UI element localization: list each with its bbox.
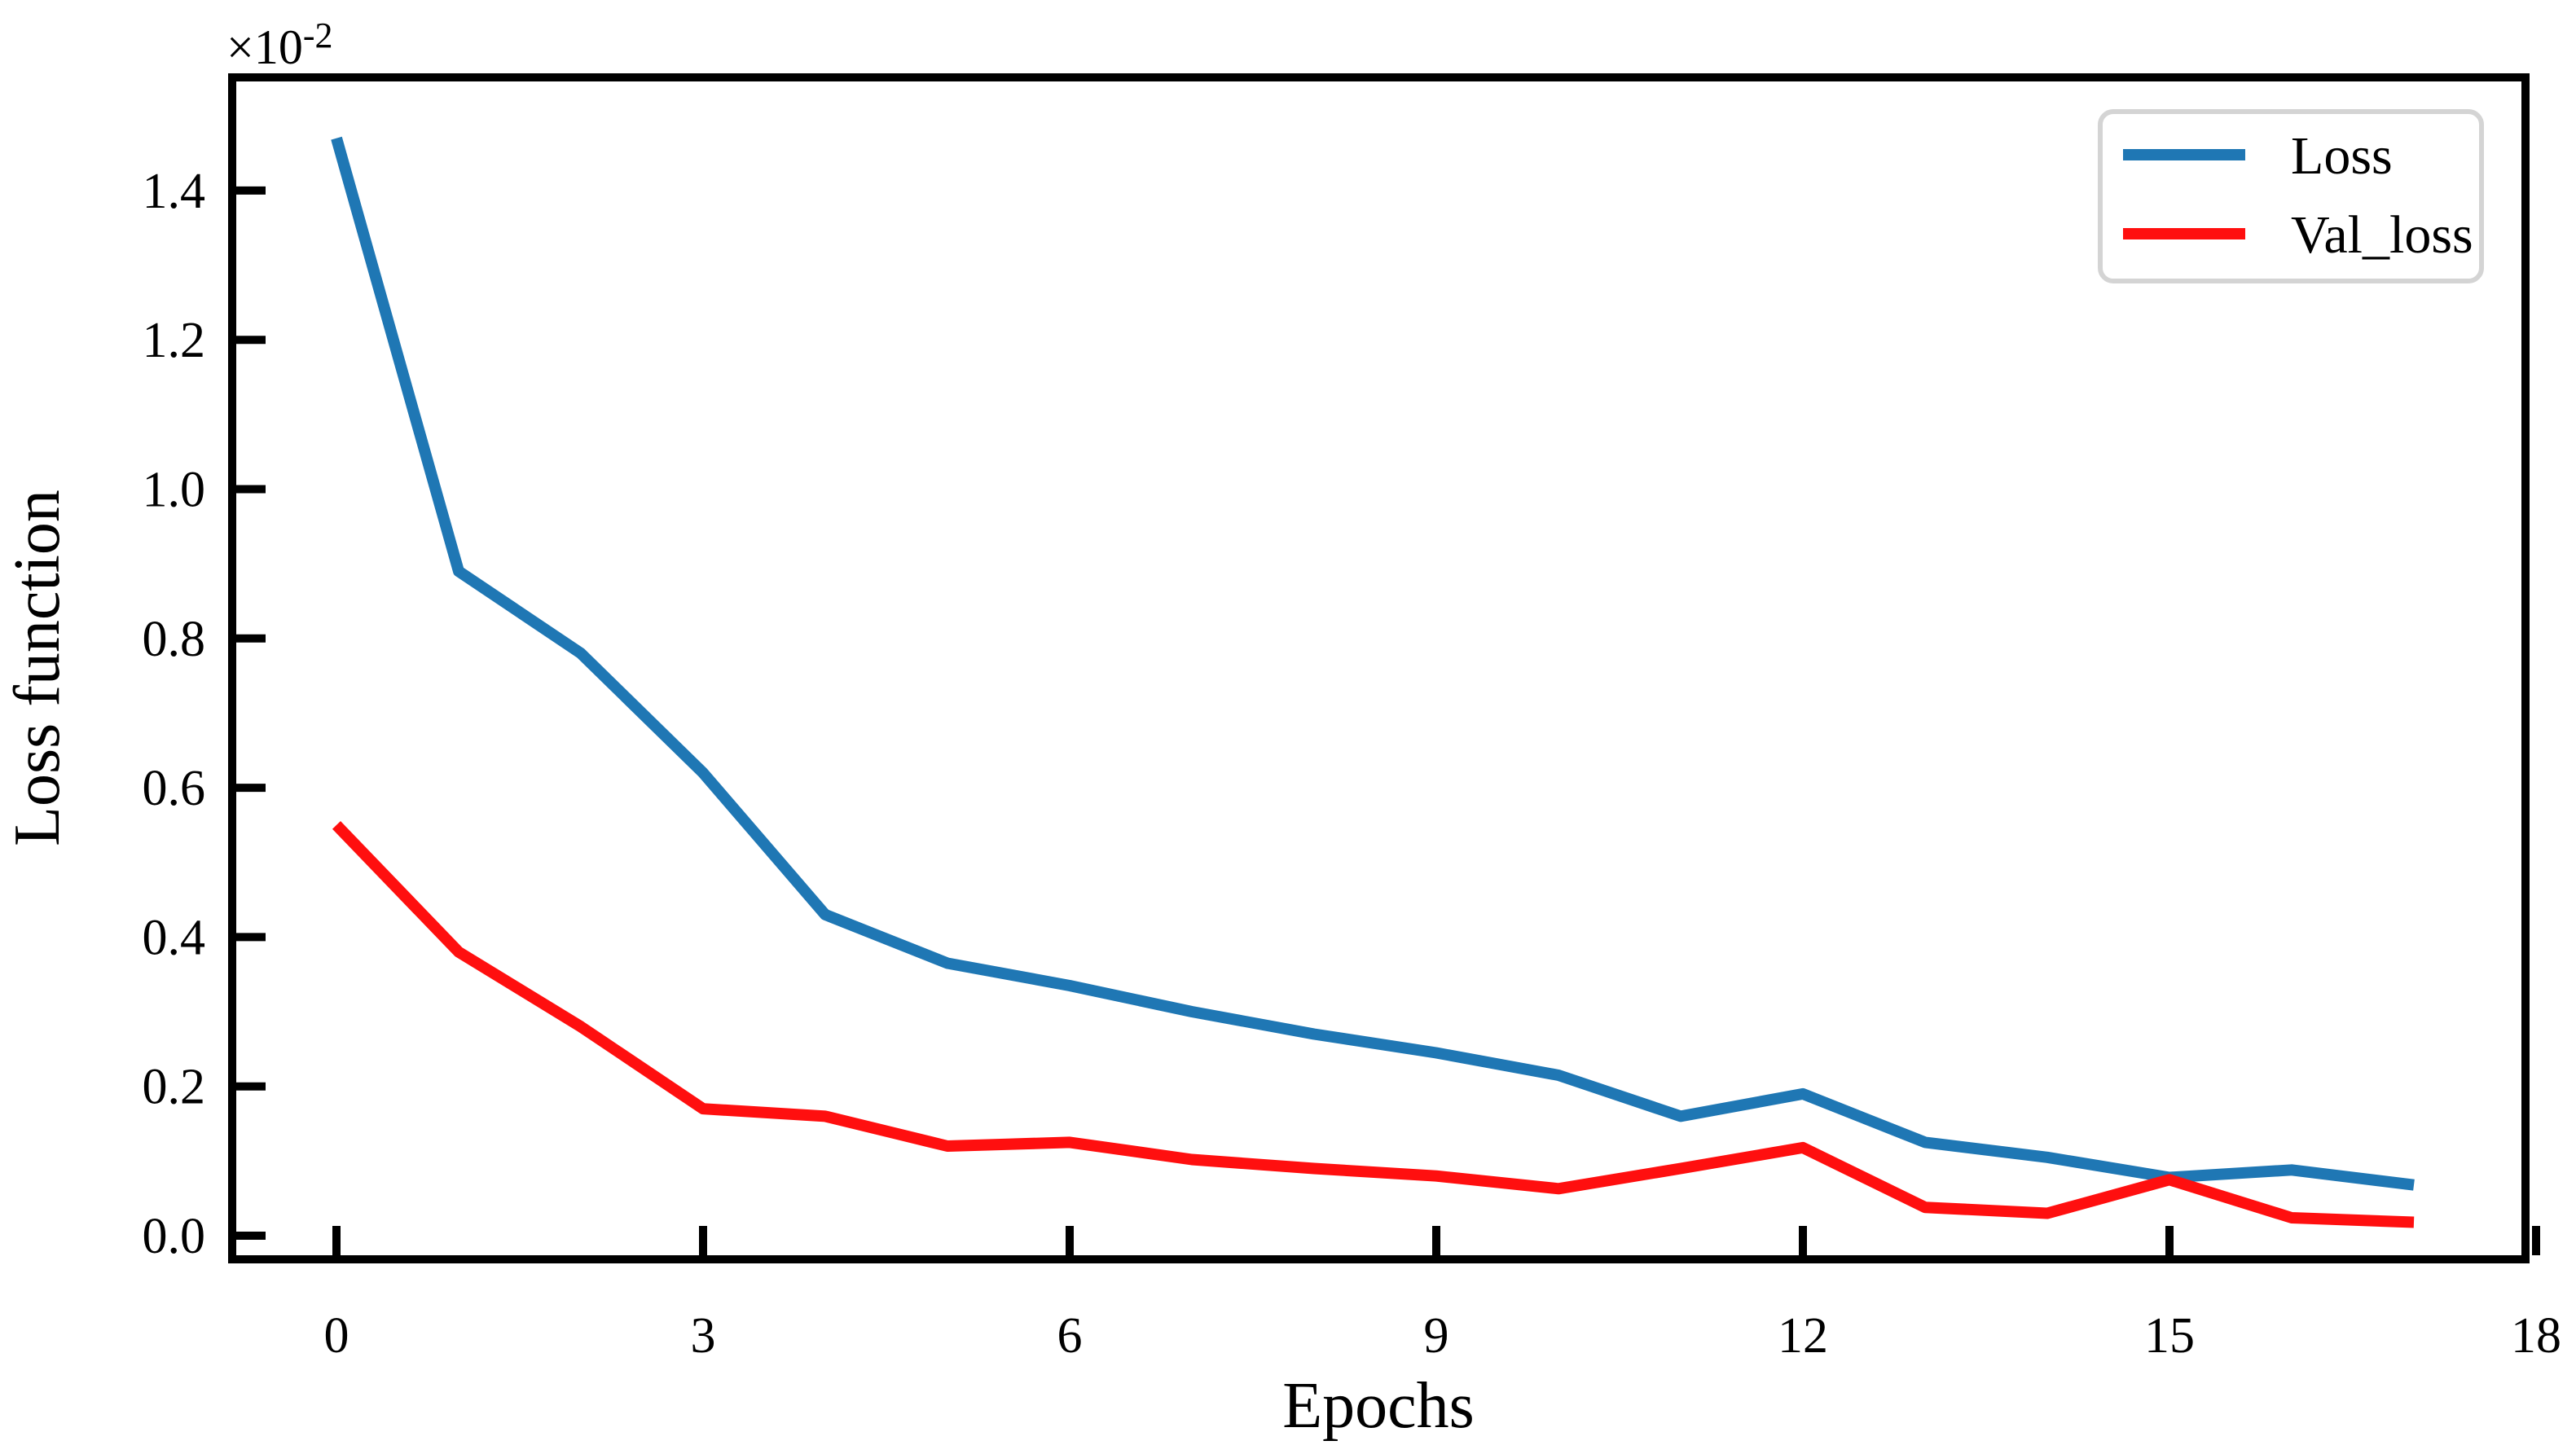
x-tick-label: 15: [2144, 1308, 2195, 1364]
offset-base: ×10: [226, 20, 303, 74]
y-tick-label: 0.0: [143, 1209, 206, 1264]
legend-loss-label: Loss: [2291, 126, 2393, 186]
x-tick-label: 12: [1778, 1308, 1828, 1364]
x-tick-label: 6: [1057, 1308, 1083, 1364]
plot-border: [228, 73, 2530, 1263]
x-tick-label: 0: [324, 1308, 349, 1364]
offset-exponent: -2: [303, 15, 333, 55]
loss-line: [331, 136, 2415, 1191]
y-tick-label: 0.6: [143, 761, 206, 816]
data-lines: [331, 136, 2415, 1228]
y-axis-label: Loss function: [2, 490, 73, 846]
val-loss-line: [332, 821, 2415, 1228]
x-tick-label: 9: [1424, 1308, 1449, 1364]
legend-val-loss-label: Val_loss: [2291, 205, 2473, 265]
y-tick-label: 1.0: [143, 463, 206, 518]
x-tick-label: 3: [691, 1308, 716, 1364]
legend: Loss Val_loss: [2098, 109, 2484, 283]
axis-ticks: 0 3 6 9 12 15 18 0.0 0.2 0.4 0.6 0.8 1.0 1.2 1.4: [143, 164, 2562, 1364]
x-tick-label: 18: [2511, 1308, 2561, 1364]
y-tick-label: 1.2: [143, 313, 206, 368]
x-axis-label: Epochs: [1282, 1370, 1475, 1442]
y-axis-offset-label: ×10-2: [226, 15, 333, 74]
y-tick-label: 1.4: [143, 164, 206, 219]
y-tick-label: 0.2: [143, 1060, 206, 1115]
y-tick-label: 0.8: [143, 612, 206, 667]
y-tick-label: 0.4: [143, 910, 206, 965]
